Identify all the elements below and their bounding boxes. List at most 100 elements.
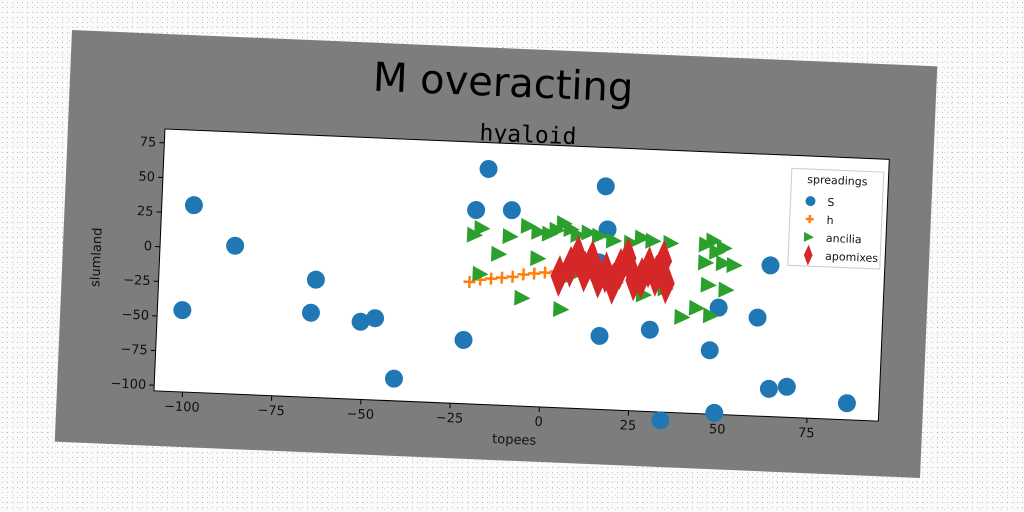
data-point-ancilia	[645, 232, 662, 249]
data-point-s	[709, 298, 728, 317]
data-point-ancilia	[520, 217, 538, 234]
data-point-ancilia	[490, 245, 508, 262]
data-point-s	[454, 330, 473, 349]
scatter-chart: M overacting hyaloid −100 −75 −50 −25 0 25 50 7…	[88, 55, 890, 449]
plus-bar	[511, 270, 515, 283]
data-point-ancilia	[502, 228, 519, 245]
series-s	[173, 159, 856, 430]
data-point-h	[538, 266, 552, 279]
data-point-s	[467, 201, 486, 220]
legend-label-s: S	[827, 196, 835, 209]
x-tick-label: −50	[346, 407, 374, 423]
data-point-s	[640, 320, 659, 339]
y-tick-label: −75	[120, 342, 148, 358]
x-tick-label: 25	[619, 418, 636, 434]
legend: spreadings Sh ancilia apomixes	[787, 167, 885, 270]
y-axis-label: slumland	[88, 227, 105, 287]
data-point-s	[837, 394, 856, 413]
data-point-ancilia	[581, 224, 598, 241]
data-point-s	[705, 403, 724, 422]
data-point-ancilia	[715, 255, 733, 272]
data-point-apomixes	[619, 237, 637, 280]
data-point-ancilia	[697, 254, 715, 271]
data-point-apomixes	[569, 234, 587, 277]
chart-title: M overacting	[372, 55, 634, 112]
plus-bar	[543, 266, 547, 279]
y-tick-label: −50	[121, 308, 149, 324]
data-point-s	[366, 309, 385, 328]
data-point-s	[777, 377, 796, 396]
data-point-ancilia	[530, 250, 547, 267]
data-point-ancilia	[514, 289, 531, 306]
legend-label-h: h	[826, 214, 834, 227]
legend-marker-apomixes	[803, 244, 813, 266]
data-point-ancilia	[570, 226, 587, 243]
y-tick-label: 25	[137, 204, 154, 220]
data-point-h	[506, 270, 519, 283]
data-point-ancilia	[674, 308, 691, 325]
x-axis: −100 −75 −50 −25 0 25 50 75	[164, 391, 815, 442]
legend-box	[787, 167, 885, 270]
data-point-h	[495, 271, 508, 284]
data-point-ancilia	[700, 276, 717, 293]
legend-label-apomixes: apomixes	[825, 250, 879, 265]
legend-marker-ancilia	[803, 231, 814, 242]
y-tick-label: 75	[140, 135, 157, 151]
data-point-s	[700, 341, 719, 360]
data-point-ancilia	[634, 229, 651, 246]
data-points	[173, 159, 856, 430]
data-point-ancilia	[702, 307, 720, 324]
data-point-ancilia	[591, 227, 609, 244]
legend-title: spreadings	[807, 173, 868, 189]
data-point-ancilia	[716, 239, 733, 256]
y-tick-label: −25	[123, 273, 151, 289]
legend-label-ancilia: ancilia	[826, 232, 862, 246]
x-tick-label: −25	[435, 411, 463, 427]
legend-entries: Sh ancilia apomixes	[803, 196, 879, 266]
data-point-h	[485, 272, 498, 285]
plus-bar	[468, 275, 472, 288]
data-point-s	[596, 177, 615, 196]
data-point-h	[463, 275, 476, 288]
x-tick-label: 50	[709, 422, 726, 438]
series-apomixes	[550, 234, 675, 305]
figure-panel: M overacting hyaloid −100 −75 −50 −25 0 25 50 7…	[54, 30, 938, 478]
y-tick-label: 50	[138, 169, 155, 185]
data-point-s	[351, 312, 370, 331]
data-point-s	[590, 326, 609, 345]
data-point-s	[384, 369, 403, 388]
y-tick-label: 0	[143, 239, 152, 254]
data-point-ancilia	[531, 223, 548, 240]
data-point-s	[761, 256, 780, 275]
data-point-s	[502, 201, 521, 220]
x-tick-label: −100	[164, 399, 200, 415]
plus-bar	[489, 272, 493, 285]
plus-bar	[532, 267, 536, 280]
x-tick-label: −75	[257, 403, 285, 419]
data-point-apomixes	[583, 239, 601, 282]
data-point-ancilia	[662, 234, 680, 251]
data-point-s	[306, 270, 325, 289]
y-axis: 75 50 25 0 −25 −50 −75 −100	[110, 135, 165, 393]
data-point-apomixes	[597, 251, 615, 294]
data-point-s	[301, 303, 320, 322]
data-point-apomixes	[640, 246, 658, 289]
data-point-h	[528, 267, 541, 280]
data-point-ancilia	[726, 256, 743, 273]
x-tick-label: 75	[798, 426, 815, 442]
plus-bar	[521, 268, 525, 281]
data-point-s	[759, 379, 778, 398]
data-point-s	[173, 301, 192, 320]
data-point-ancilia	[718, 281, 735, 298]
x-tick-label: 0	[534, 415, 543, 430]
data-point-ancilia	[605, 232, 623, 249]
data-point-apomixes	[657, 262, 675, 305]
data-point-s	[184, 196, 203, 215]
data-point-ancilia	[472, 265, 489, 282]
legend-marker-s	[805, 196, 816, 207]
data-point-s	[748, 308, 767, 327]
y-tick-label: −100	[110, 376, 146, 392]
data-point-s	[479, 159, 498, 178]
legend-marker-h	[805, 215, 814, 224]
